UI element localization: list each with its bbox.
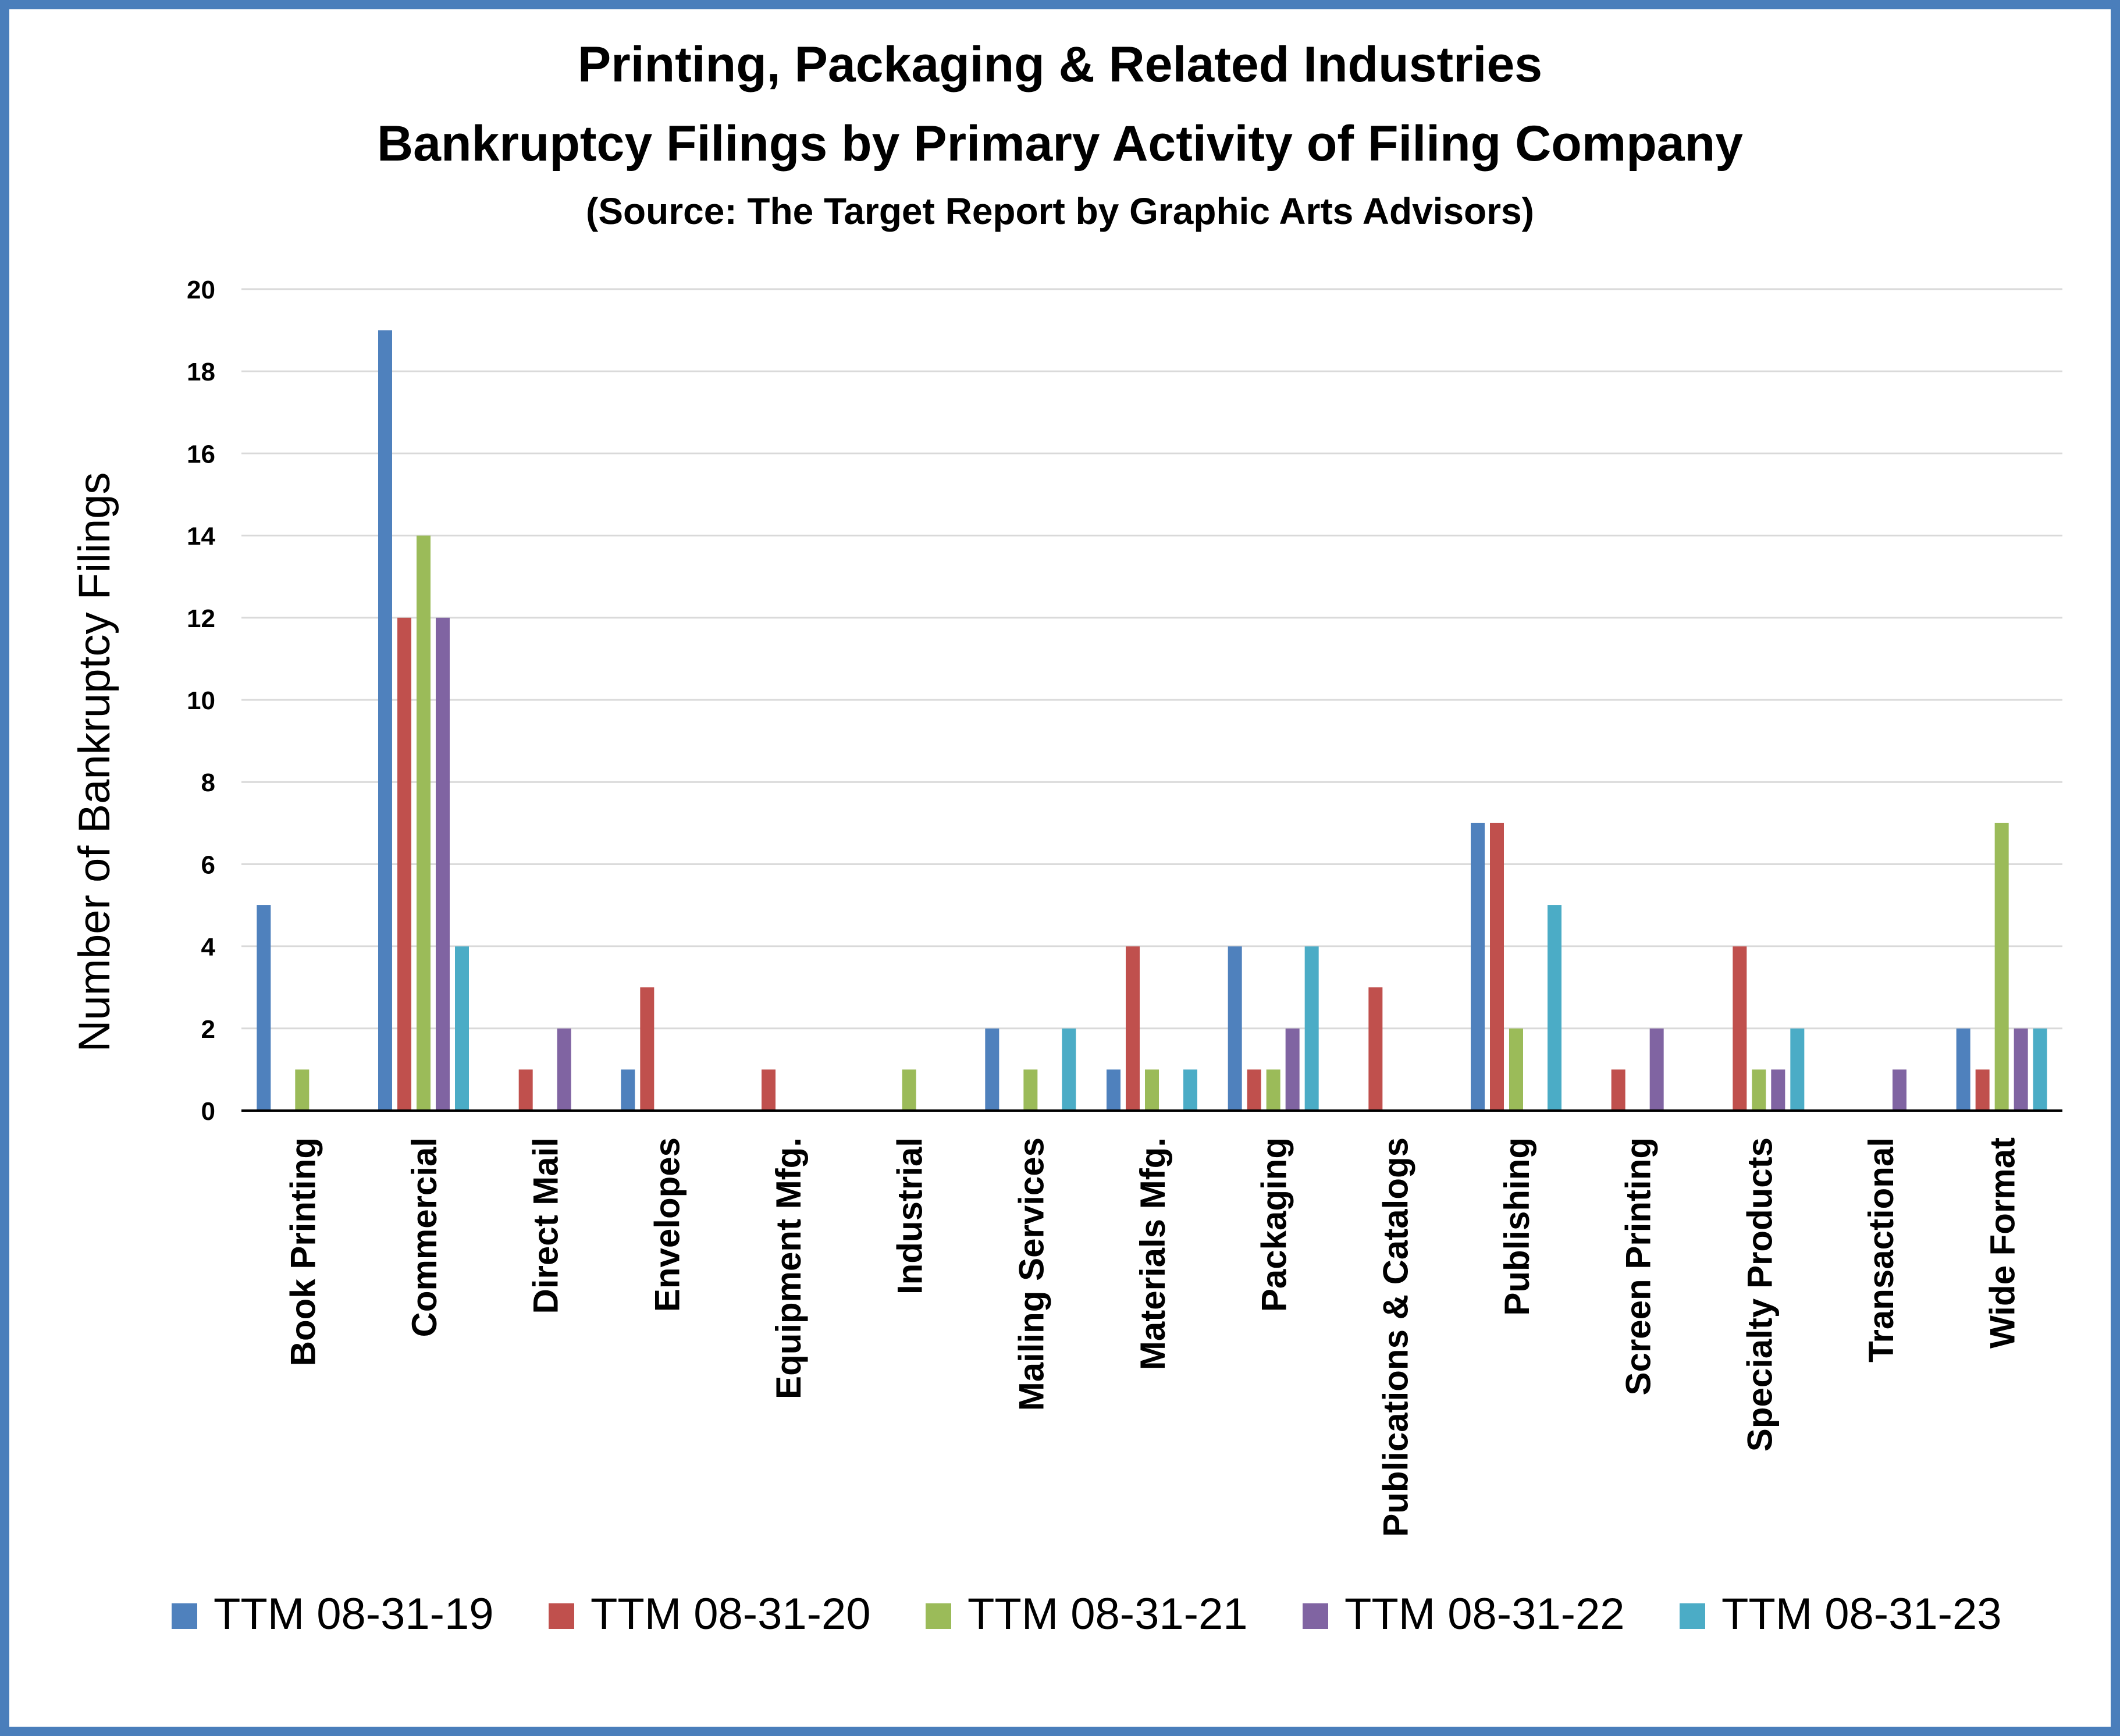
bar [436, 617, 450, 1111]
bar [1956, 1028, 1970, 1111]
category-label: Transactional [1862, 1137, 1901, 1363]
bar [1023, 1069, 1038, 1111]
bar [902, 1069, 916, 1111]
legend-label: TTM 08-31-22 [1344, 1589, 1625, 1639]
category-label: Packaging [1255, 1137, 1294, 1312]
bar [2033, 1028, 2047, 1111]
bar [1304, 946, 1319, 1111]
y-tick-label: 8 [201, 769, 215, 797]
legend: TTM 08-31-19 TTM 08-31-20 TTM 08-31-21 TTM … [172, 1589, 2002, 1639]
category-labels: Book Printing Commercial Direct Mail Envelo… [283, 1137, 2022, 1537]
y-tick-label: 6 [201, 851, 215, 879]
category-label: Commercial [405, 1137, 444, 1337]
bar [2014, 1028, 2028, 1111]
bar [1368, 987, 1383, 1111]
bar [1649, 1028, 1664, 1111]
bar [762, 1069, 776, 1111]
bar [985, 1028, 999, 1111]
bar [1062, 1028, 1076, 1111]
y-tick-label: 18 [187, 358, 215, 386]
bar [1548, 905, 1561, 1111]
category-label: Equipment Mfg. [769, 1137, 808, 1399]
bar [1994, 823, 2009, 1111]
y-tick-label: 2 [201, 1015, 215, 1044]
chart-title: Printing, Packaging & Related Industries [578, 37, 1542, 93]
bar [621, 1069, 635, 1111]
y-tick-label: 4 [201, 933, 216, 962]
bar [1790, 1028, 1805, 1111]
bar [1471, 823, 1485, 1111]
category-label: Materials Mfg. [1133, 1137, 1172, 1370]
y-axis-label: Number of Bankruptcy Filings [70, 472, 119, 1052]
bar [1611, 1069, 1625, 1111]
legend-label: TTM 08-31-23 [1721, 1589, 2002, 1639]
legend-label: TTM 08-31-20 [591, 1589, 871, 1639]
category-label: Book Printing [283, 1137, 322, 1366]
bar [1771, 1069, 1785, 1111]
legend-swatch [926, 1603, 951, 1629]
bar [1228, 946, 1242, 1111]
legend-label: TTM 08-31-21 [967, 1589, 1248, 1639]
bar [295, 1069, 310, 1111]
bar [1752, 1069, 1766, 1111]
y-axis-ticks: 0 2 4 6 8 10 12 14 16 18 20 [187, 276, 215, 1126]
category-label: Mailing Services [1012, 1137, 1051, 1411]
legend-label: TTM 08-31-19 [214, 1589, 494, 1639]
legend-swatch [1303, 1603, 1328, 1629]
gridlines [241, 288, 2062, 1030]
bar [1975, 1069, 1990, 1111]
bar [640, 987, 655, 1111]
y-tick-label: 14 [187, 522, 215, 551]
bars [257, 330, 2047, 1111]
chart-source: (Source: The Target Report by Graphic Ar… [586, 190, 1534, 232]
bar [397, 617, 411, 1111]
bar [518, 1069, 533, 1111]
y-tick-label: 16 [187, 440, 215, 468]
bar [378, 330, 392, 1111]
y-tick-label: 20 [187, 276, 215, 304]
bar [1893, 1069, 1906, 1111]
category-label: Wide Format [1983, 1137, 2022, 1349]
bar [1490, 823, 1504, 1111]
bar [1285, 1028, 1300, 1111]
bar [1183, 1069, 1197, 1111]
legend-swatch [172, 1603, 197, 1629]
bar [1145, 1069, 1159, 1111]
bar [417, 535, 431, 1111]
category-label: Direct Mail [527, 1137, 565, 1314]
category-label: Specialty Products [1740, 1137, 1779, 1452]
legend-swatch [549, 1603, 574, 1629]
bar [1107, 1069, 1121, 1111]
bar [1733, 946, 1747, 1111]
bar [455, 946, 469, 1111]
bar [1247, 1069, 1261, 1111]
bar [257, 905, 271, 1111]
y-tick-label: 0 [201, 1097, 215, 1126]
y-tick-label: 10 [187, 686, 215, 715]
category-label: Screen Printing [1619, 1137, 1658, 1395]
legend-swatch [1680, 1603, 1705, 1629]
bar [557, 1028, 571, 1111]
category-label: Publications & Catalogs [1376, 1137, 1415, 1537]
y-tick-label: 12 [187, 604, 215, 633]
category-label: Publishing [1497, 1137, 1536, 1316]
chart-subtitle: Bankruptcy Filings by Primary Activity o… [377, 116, 1743, 172]
category-label: Envelopes [648, 1137, 686, 1312]
bar [1266, 1069, 1280, 1111]
bar [1126, 946, 1140, 1111]
bar [1509, 1028, 1523, 1111]
category-label: Industrial [891, 1137, 930, 1294]
